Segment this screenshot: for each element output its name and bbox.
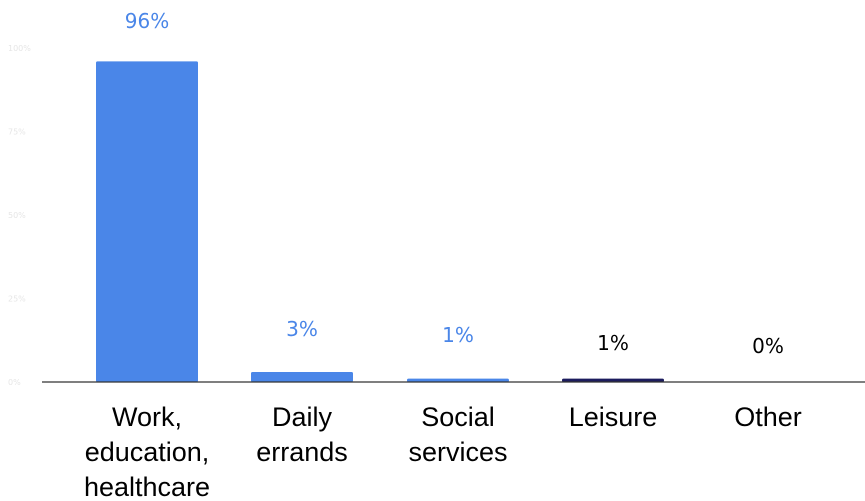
category-label: Social services: [408, 402, 507, 467]
category-label: Leisure: [569, 402, 658, 432]
y-axis-ticks: 0% 25% 50% 75% 100%: [8, 44, 31, 387]
bar: [407, 378, 509, 382]
y-tick-label: 100%: [8, 44, 31, 53]
category-label: Other: [734, 402, 802, 432]
bar: [96, 61, 198, 383]
y-tick-label: 0%: [8, 378, 21, 387]
bar: [562, 378, 664, 382]
data-label: 1%: [442, 323, 474, 347]
data-label: 3%: [286, 317, 318, 341]
y-tick-label: 75%: [8, 128, 26, 137]
data-label: 96%: [125, 9, 169, 33]
y-tick-label: 25%: [8, 295, 26, 304]
category-label: Daily errands: [256, 402, 348, 467]
category-label: Work, education, healthcare: [84, 402, 210, 501]
y-tick-label: 50%: [8, 211, 26, 220]
category-labels: Work, education, healthcare Daily errands Soc…: [84, 402, 802, 501]
data-label: 0%: [752, 334, 784, 358]
data-label: 1%: [597, 331, 629, 355]
bar: [251, 371, 353, 382]
data-labels: 96% 3% 1% 1% 0%: [125, 9, 784, 358]
bars: [96, 61, 664, 383]
